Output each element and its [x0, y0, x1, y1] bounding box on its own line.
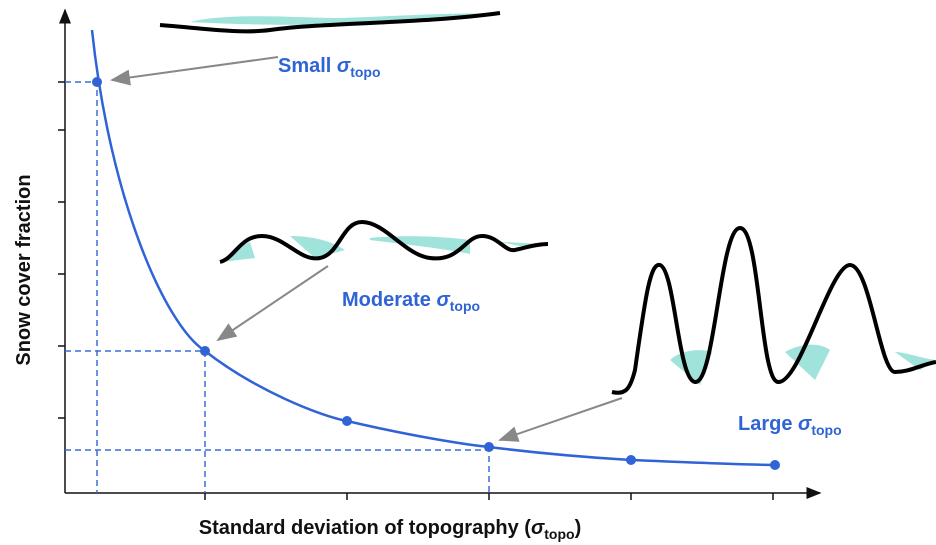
terrain-large	[612, 228, 936, 393]
terrain-small	[160, 13, 500, 31]
annotation-large: Large σtopo	[738, 413, 842, 438]
arrows	[112, 57, 622, 440]
annotation-small: Small σtopo	[278, 55, 381, 80]
annotation-moderate: Moderate σtopo	[342, 289, 480, 314]
axes	[58, 10, 820, 500]
guide-lines	[65, 82, 489, 493]
curve-points	[92, 77, 780, 470]
y-axis-label: Snow cover fraction	[13, 174, 35, 365]
x-axis-label: Standard deviation of topography (σtopo)	[199, 517, 582, 542]
terrain-moderate	[220, 222, 548, 262]
diagram: Small σtopo Moderate σtopo Large σtopo S…	[0, 0, 936, 545]
